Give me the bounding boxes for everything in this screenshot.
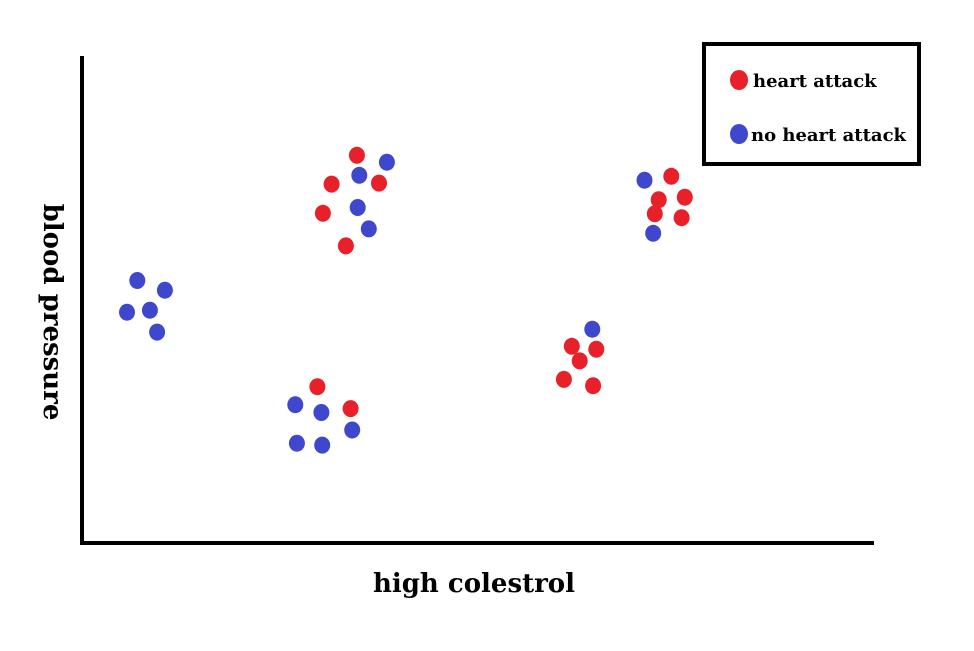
point-no-heart-attack-3	[360, 220, 377, 238]
point-no-heart-attack-11	[344, 421, 361, 439]
legend-label-heart-attack: heart attack	[753, 71, 877, 92]
point-no-heart-attack-2	[349, 199, 366, 216]
point-no-heart-attack-15	[636, 171, 653, 189]
point-no-heart-attack-13	[314, 436, 331, 454]
point-heart-attack-2	[371, 174, 387, 192]
point-no-heart-attack-9	[287, 396, 304, 414]
y-axis-label: blood pressure	[37, 204, 67, 421]
point-heart-attack-10	[555, 370, 572, 388]
point-no-heart-attack-1	[351, 166, 368, 184]
point-heart-attack-11	[585, 377, 602, 395]
point-heart-attack-1	[323, 175, 340, 193]
point-heart-attack-3	[314, 204, 331, 222]
point-no-heart-attack-7	[141, 301, 158, 319]
legend: heart attack no heart attack	[702, 42, 921, 166]
point-heart-attack-7	[563, 337, 580, 355]
legend-box	[702, 42, 921, 166]
point-no-heart-attack-16	[645, 224, 662, 242]
point-heart-attack-12	[663, 167, 680, 185]
point-heart-attack-14	[676, 188, 693, 206]
point-no-heart-attack-5	[156, 281, 173, 299]
point-no-heart-attack-14	[584, 320, 601, 338]
legend-label-no-heart-attack: no heart attack	[751, 125, 907, 146]
point-heart-attack-9	[571, 352, 588, 370]
point-heart-attack-13	[650, 191, 667, 209]
legend-swatch-heart-attack	[730, 70, 748, 90]
point-no-heart-attack-10	[313, 404, 330, 421]
point-no-heart-attack-6	[119, 303, 135, 321]
point-heart-attack-6	[342, 400, 359, 418]
point-no-heart-attack-8	[149, 323, 166, 341]
point-no-heart-attack-12	[288, 434, 305, 452]
point-heart-attack-16	[673, 209, 690, 227]
point-heart-attack-5	[309, 378, 326, 396]
points-layer	[119, 146, 693, 454]
point-heart-attack-8	[588, 340, 605, 358]
point-heart-attack-15	[646, 205, 663, 223]
x-axis-label: high colestrol	[373, 569, 575, 599]
point-heart-attack-4	[337, 237, 354, 255]
point-no-heart-attack-0	[378, 153, 395, 171]
legend-swatch-no-heart-attack	[730, 124, 748, 144]
point-heart-attack-0	[348, 146, 365, 164]
point-no-heart-attack-4	[129, 272, 146, 289]
